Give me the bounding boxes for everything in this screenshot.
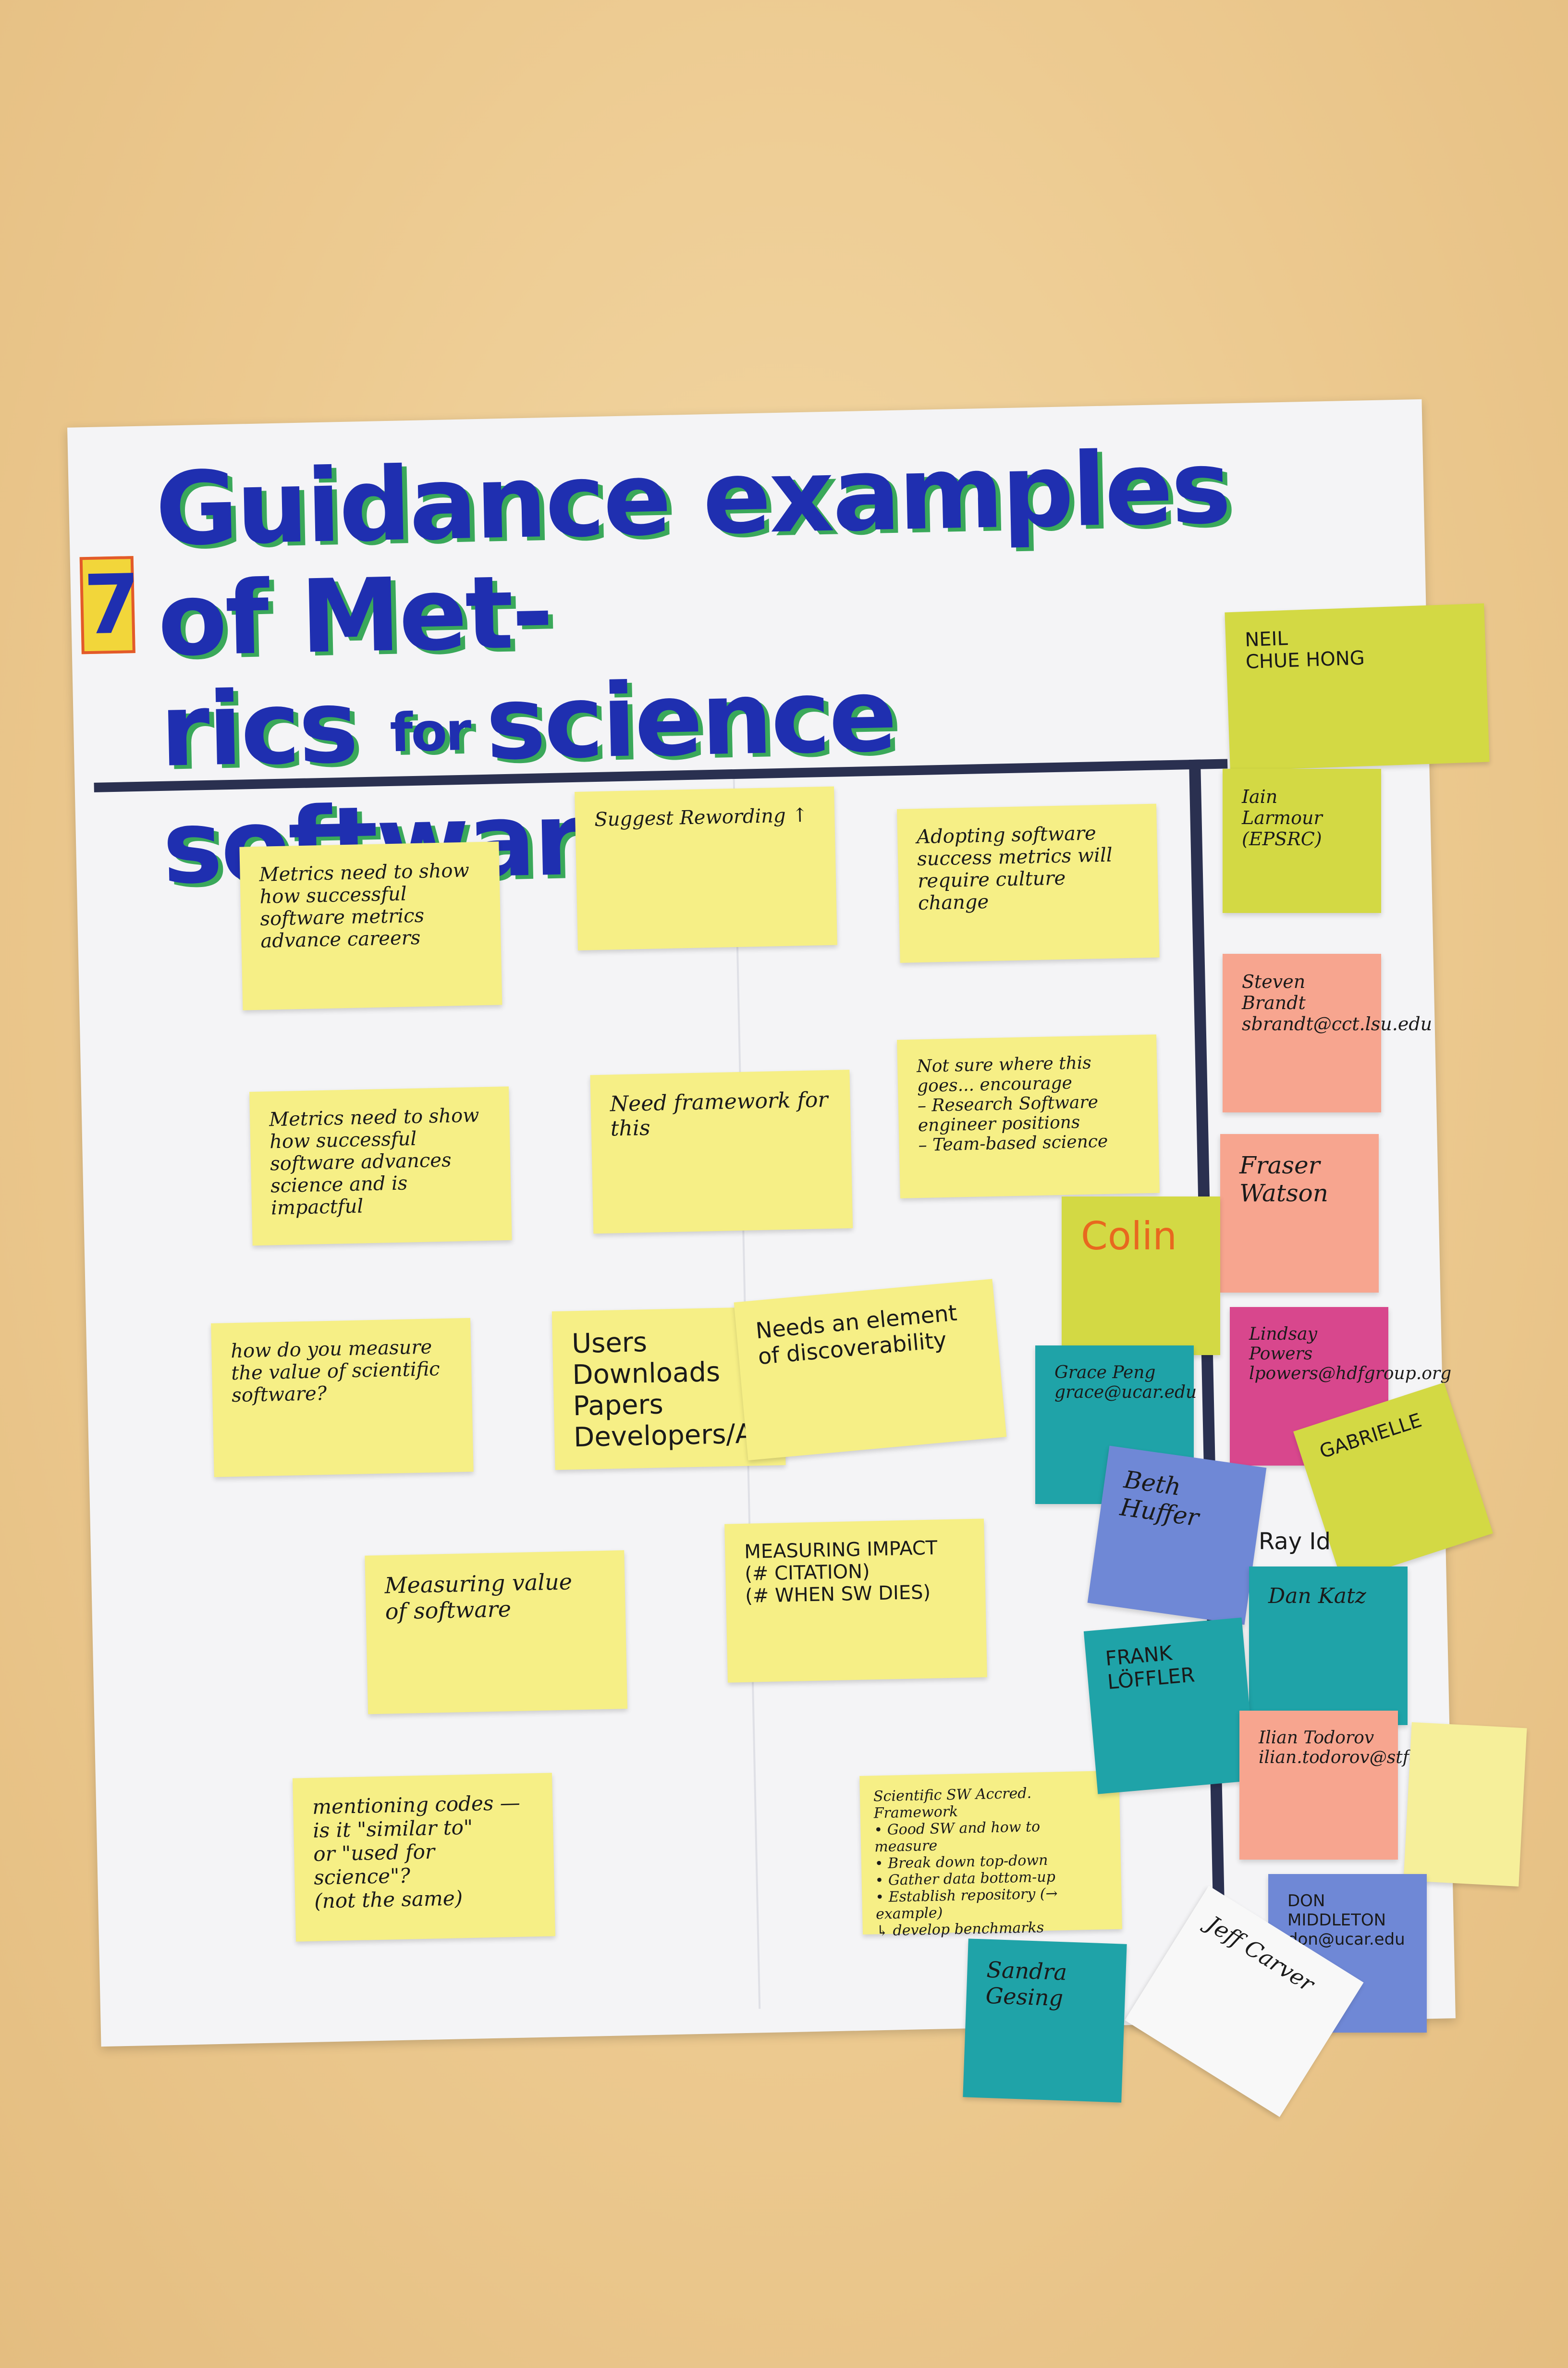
- sticky-note-measuring-value: Measuring value of software: [365, 1550, 628, 1714]
- name-note-dan: Dan Katz: [1249, 1566, 1408, 1725]
- sticky-note-metrics-science: Metrics need to show how successful soft…: [249, 1086, 512, 1246]
- number-badge: 7: [79, 556, 141, 654]
- sticky-note-adopting: Adopting software success metrics will r…: [897, 803, 1160, 963]
- sticky-note-measure-value-question: how do you measure the value of scientif…: [211, 1318, 474, 1477]
- name-note-beth: Beth Huffer: [1087, 1445, 1267, 1625]
- name-note-fraser: Fraser Watson: [1220, 1134, 1379, 1293]
- sticky-note-framework-list: Scientific SW Accred. Framework • Good S…: [859, 1770, 1122, 1939]
- name-note-sandra: Sandra Gesing: [963, 1938, 1127, 2103]
- sticky-note-discoverability: Needs an element of discoverability: [734, 1279, 1007, 1461]
- name-note-steven: Steven Brandt sbrandt@cct.lsu.edu: [1223, 954, 1432, 1112]
- sticky-note-mentioning-codes: mentioning codes — is it "similar to" or…: [292, 1773, 555, 1942]
- title-for: for: [389, 700, 487, 764]
- title-line-1: Guidance examples of Met-: [154, 428, 1231, 679]
- sticky-note-framework: Need framework for this: [590, 1070, 853, 1234]
- sticky-note-not-sure: Not sure where this goes... encourage – …: [897, 1034, 1160, 1198]
- name-note-ilian: Ilian Todorov ilian.todorov@stfc.ac.uk: [1239, 1711, 1471, 1860]
- sticky-note-suggest: Suggest Rewording ↑: [575, 786, 837, 950]
- name-note-neil: NEIL CHUE HONG: [1225, 603, 1490, 771]
- sticky-note-measuring-impact: MEASURING IMPACT (# CITATION) (# WHEN SW…: [724, 1518, 987, 1683]
- name-note-small-yellow: [1403, 1722, 1527, 1887]
- name-note-ray: Ray Id: [1259, 1528, 1331, 1555]
- sticky-note-metrics-careers: Metrics need to show how successful soft…: [239, 841, 502, 1011]
- name-note-iain: Iain Larmour (EPSRC): [1223, 769, 1381, 913]
- title-rics: rics: [159, 667, 391, 789]
- name-note-colin: Colin: [1062, 1196, 1220, 1355]
- name-note-frank: FRANK LÖFFLER: [1083, 1617, 1256, 1794]
